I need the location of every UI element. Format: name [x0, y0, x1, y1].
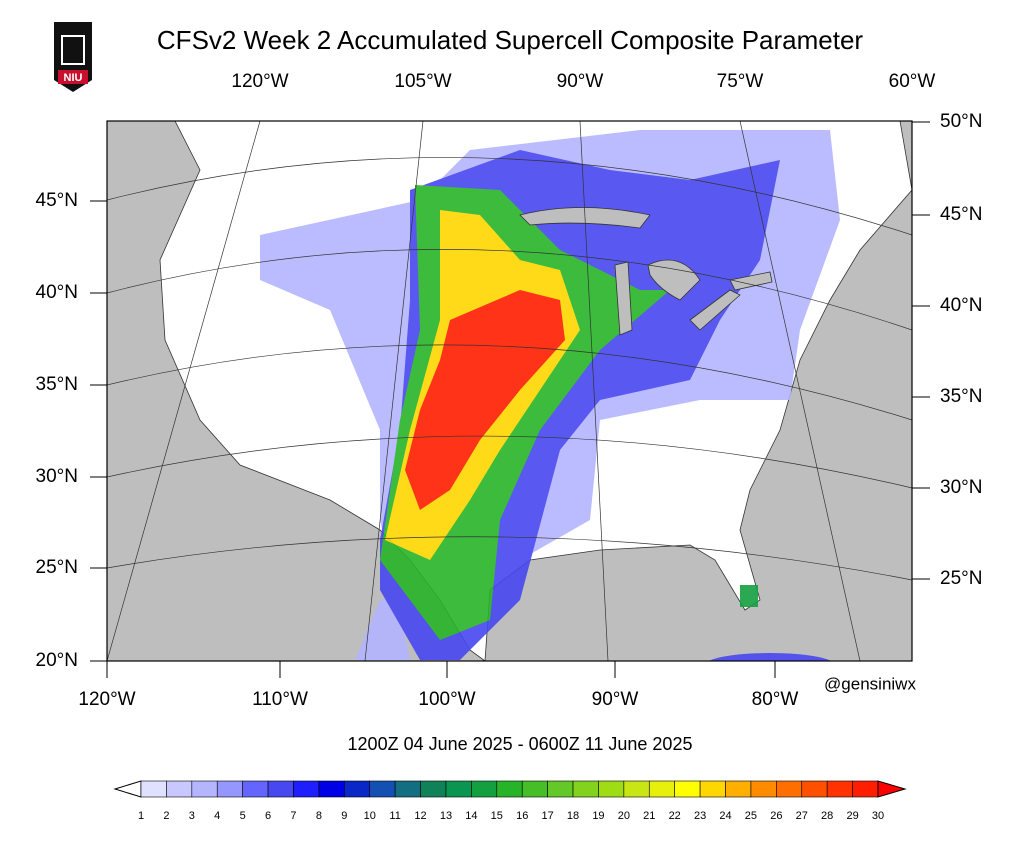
top-lon-label: 120°W	[231, 71, 288, 92]
colorbar-label: 23	[694, 810, 706, 822]
bottom-lon-label: 110°W	[252, 689, 308, 710]
colorbar-box	[648, 780, 675, 798]
right-lat-label: 40°N	[940, 295, 982, 316]
colorbar-box	[344, 780, 371, 798]
bottom-lon-label: 100°W	[418, 689, 475, 710]
right-lat-label: 30°N	[940, 477, 982, 498]
colorbar-label: 17	[541, 810, 553, 822]
colorbar-label: 19	[592, 810, 604, 822]
colorbar-box	[572, 780, 599, 798]
colorbar-box	[725, 780, 752, 798]
colorbar-end	[877, 780, 907, 798]
top-lon-label: 75°W	[717, 71, 764, 92]
map-area	[107, 121, 912, 661]
colorbar-box	[598, 780, 625, 798]
left-lat-label: 25°N	[36, 557, 78, 578]
colorbar-end	[113, 780, 142, 798]
colorbar-label: 2	[163, 810, 169, 822]
colorbar-box	[318, 780, 345, 798]
colorbar-box	[216, 780, 243, 798]
colorbar-label: 14	[465, 810, 477, 822]
colorbar-box	[420, 780, 447, 798]
right-lat-label: 45°N	[940, 204, 982, 225]
logo-text: NIU	[64, 72, 83, 84]
colorbar-box	[445, 780, 472, 798]
colorbar-label: 12	[414, 810, 426, 822]
left-lat-label: 20°N	[36, 650, 78, 671]
colorbar-label: 27	[796, 810, 808, 822]
left-lat-label: 35°N	[36, 374, 78, 395]
right-lat-label: 50°N	[940, 111, 982, 132]
top-lon-label: 90°W	[557, 71, 604, 92]
colorbar-box	[826, 780, 853, 798]
colorbar-label: 15	[491, 810, 503, 822]
map-frame	[106, 120, 913, 662]
colorbar-label: 25	[745, 810, 757, 822]
top-lon-label: 105°W	[394, 71, 451, 92]
colorbar-label: 1	[138, 810, 144, 822]
colorbar-label: 29	[846, 810, 858, 822]
left-lat-label: 45°N	[36, 190, 78, 211]
colorbar-box	[191, 780, 218, 798]
left-lat-label: 40°N	[36, 282, 78, 303]
right-lat-label: 25°N	[940, 568, 982, 589]
colorbar-box	[801, 780, 828, 798]
colorbar-label: 18	[567, 810, 579, 822]
colorbar-box	[140, 780, 167, 798]
colorbar-label: 28	[821, 810, 833, 822]
colorbar-box	[699, 780, 726, 798]
colorbar-box	[369, 780, 396, 798]
logo: NIU	[54, 22, 92, 92]
bottom-lon-label: 120°W	[78, 689, 135, 710]
colorbar-box	[776, 780, 803, 798]
colorbar-label: 16	[516, 810, 528, 822]
colorbar-box	[166, 780, 193, 798]
colorbar-box	[394, 780, 421, 798]
colorbar-label: 22	[669, 810, 681, 822]
colorbar-box	[293, 780, 320, 798]
colorbar-label: 30	[872, 810, 884, 822]
top-lon-label: 60°W	[889, 71, 936, 92]
bottom-lon-label: 80°W	[752, 689, 799, 710]
colorbar-label: 21	[643, 810, 655, 822]
colorbar-box	[496, 780, 523, 798]
colorbar-label: 24	[719, 810, 731, 822]
colorbar-box	[674, 780, 701, 798]
valid-period: 1200Z 04 June 2025 - 0600Z 11 June 2025	[348, 734, 693, 754]
colorbar: 1 2 3 4 5 6 7 8 9 10 11 12 13 14 15 16 17 18 19 20 21 22 23 24 2…	[113, 780, 907, 822]
credit: @gensiniwx	[824, 674, 916, 693]
left-lat-label: 30°N	[36, 466, 78, 487]
colorbar-label: 6	[265, 810, 271, 822]
colorbar-box	[267, 780, 294, 798]
chart-title: CFSv2 Week 2 Accumulated Supercell Compo…	[157, 25, 864, 55]
axis-labels: 120°W 105°W 90°W 75°W 60°W50°N 45°N 40°N 35°N 30…	[36, 71, 983, 710]
colorbar-label: 4	[214, 810, 220, 822]
colorbar-label: 26	[770, 810, 782, 822]
colorbar-box	[547, 780, 574, 798]
colorbar-label: 20	[618, 810, 630, 822]
colorbar-label: 9	[341, 810, 347, 822]
colorbar-label: 8	[316, 810, 322, 822]
colorbar-box	[852, 780, 879, 798]
colorbar-label: 11	[389, 810, 400, 822]
colorbar-label: 13	[440, 810, 452, 822]
colorbar-label: 3	[189, 810, 195, 822]
colorbar-label: 10	[364, 810, 376, 822]
bottom-lon-label: 90°W	[592, 689, 639, 710]
right-lat-label: 35°N	[940, 386, 982, 407]
colorbar-label: 7	[290, 810, 296, 822]
colorbar-box	[242, 780, 269, 798]
colorbar-box	[750, 780, 777, 798]
colorbar-box	[521, 780, 548, 798]
colorbar-box	[471, 780, 498, 798]
colorbar-box	[623, 780, 650, 798]
colorbar-label: 5	[240, 810, 246, 822]
